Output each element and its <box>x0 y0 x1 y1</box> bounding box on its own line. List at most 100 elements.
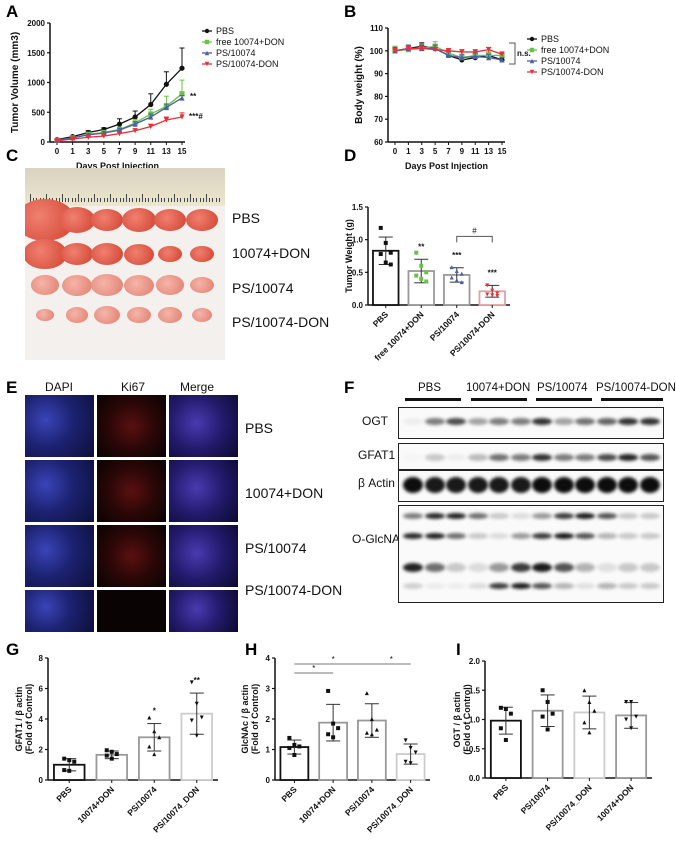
data-point <box>459 49 465 55</box>
blot-band <box>467 418 488 425</box>
data-point <box>147 744 152 749</box>
data-point <box>424 279 429 284</box>
blot-band <box>424 563 445 572</box>
tumor <box>124 243 154 265</box>
ruler-tick <box>158 194 159 202</box>
blot-band <box>596 583 617 589</box>
blot-band <box>532 583 552 589</box>
photo-row-label: 10074+DON <box>232 245 311 261</box>
micro-col-header: DAPI <box>45 380 74 394</box>
data-point <box>454 278 459 283</box>
x-tick-label: PS/10074 <box>125 784 159 818</box>
blot-band <box>553 583 574 589</box>
x-tick-label: 15 <box>178 147 187 156</box>
data-point <box>369 732 374 737</box>
blot-band <box>596 513 617 519</box>
data-point <box>179 91 185 97</box>
ruler-tick <box>132 198 134 202</box>
data-point <box>545 727 550 732</box>
ns-label: n.s. <box>517 49 531 58</box>
micrograph-dapi <box>25 395 94 457</box>
ruler-tick <box>190 194 191 202</box>
ruler-tick <box>164 198 166 202</box>
blot-band <box>446 583 466 589</box>
blot-gfat1 <box>398 443 664 470</box>
x-tick-label: 3 <box>420 147 425 156</box>
data-point <box>445 48 452 54</box>
y-axis-label: Body weight (%) <box>354 46 365 124</box>
data-point <box>540 688 545 693</box>
photo-row-label: PS/10074 <box>232 280 294 296</box>
data-point <box>472 53 478 60</box>
x-tick-label: 13 <box>162 147 171 156</box>
data-point <box>419 276 424 281</box>
data-point <box>148 114 154 120</box>
x-tick-label: PBS <box>54 784 74 804</box>
blot-band <box>618 533 638 539</box>
data-point <box>499 51 505 57</box>
blot-band <box>510 477 531 493</box>
blot-band <box>639 583 660 589</box>
y-tick-label: 2000 <box>27 19 45 28</box>
blot-band <box>510 513 531 519</box>
tumor <box>124 274 154 296</box>
x-tick-label: 13 <box>484 147 493 156</box>
ruler-tick <box>142 194 143 202</box>
data-point <box>495 291 500 296</box>
data-point <box>545 699 550 704</box>
legend-marker <box>204 61 210 67</box>
data-point <box>508 711 513 716</box>
data-point <box>472 49 478 55</box>
blot-band <box>403 513 423 519</box>
ruler-tick <box>145 198 147 202</box>
x-tick-label: 0 <box>393 147 398 156</box>
data-point <box>414 273 419 278</box>
blot-band <box>510 454 531 461</box>
y-axis-label: OGT / β actin <box>452 692 462 748</box>
data-point <box>148 101 154 108</box>
data-point <box>194 733 199 738</box>
x-tick-label: PBS <box>371 309 391 329</box>
tumor <box>66 307 88 323</box>
x-tick-label: 1 <box>70 147 75 156</box>
ruler-tick <box>161 198 163 202</box>
blot-band <box>553 563 574 572</box>
ruler-tick <box>209 198 211 202</box>
data-point <box>388 262 393 267</box>
tumor <box>127 306 151 324</box>
y-tick-label: 100 <box>370 47 384 56</box>
ruler-tick <box>129 198 131 202</box>
blot-band <box>575 583 595 589</box>
ruler-tick <box>170 198 172 202</box>
blot-row-label: GFAT1 <box>358 448 396 462</box>
data-point <box>403 759 408 764</box>
ruler-tick <box>183 198 185 202</box>
data-point <box>179 65 185 71</box>
y-tick-label: 4 <box>266 654 271 663</box>
blot-band <box>618 454 638 461</box>
blot-band <box>424 513 445 519</box>
legend-entry: PS/10074-DON <box>216 59 279 69</box>
data-point <box>634 714 639 719</box>
ruler-tick <box>71 198 73 202</box>
y-tick-label: 2.0 <box>469 657 481 666</box>
legend-marker <box>529 58 535 64</box>
micrograph-ki67 <box>97 460 166 522</box>
data-point <box>498 705 503 710</box>
legend-entry: free 10074+DON <box>216 37 284 47</box>
micrograph-dapi <box>25 460 94 522</box>
y-tick-label: 1.0 <box>352 236 364 245</box>
ruler <box>25 168 225 206</box>
x-tick-label: PS/10074_DON <box>151 784 201 834</box>
panel-label-d: D <box>344 146 357 165</box>
micrograph-dapi <box>25 525 94 587</box>
micrograph-merge <box>169 590 238 632</box>
data-point <box>179 114 185 120</box>
significance-label: # <box>472 226 477 235</box>
ruler-tick <box>94 194 95 202</box>
data-point <box>326 732 331 737</box>
data-point <box>587 699 592 704</box>
tumor <box>62 274 92 296</box>
data-point <box>414 250 419 255</box>
x-tick-label: 9 <box>133 147 138 156</box>
